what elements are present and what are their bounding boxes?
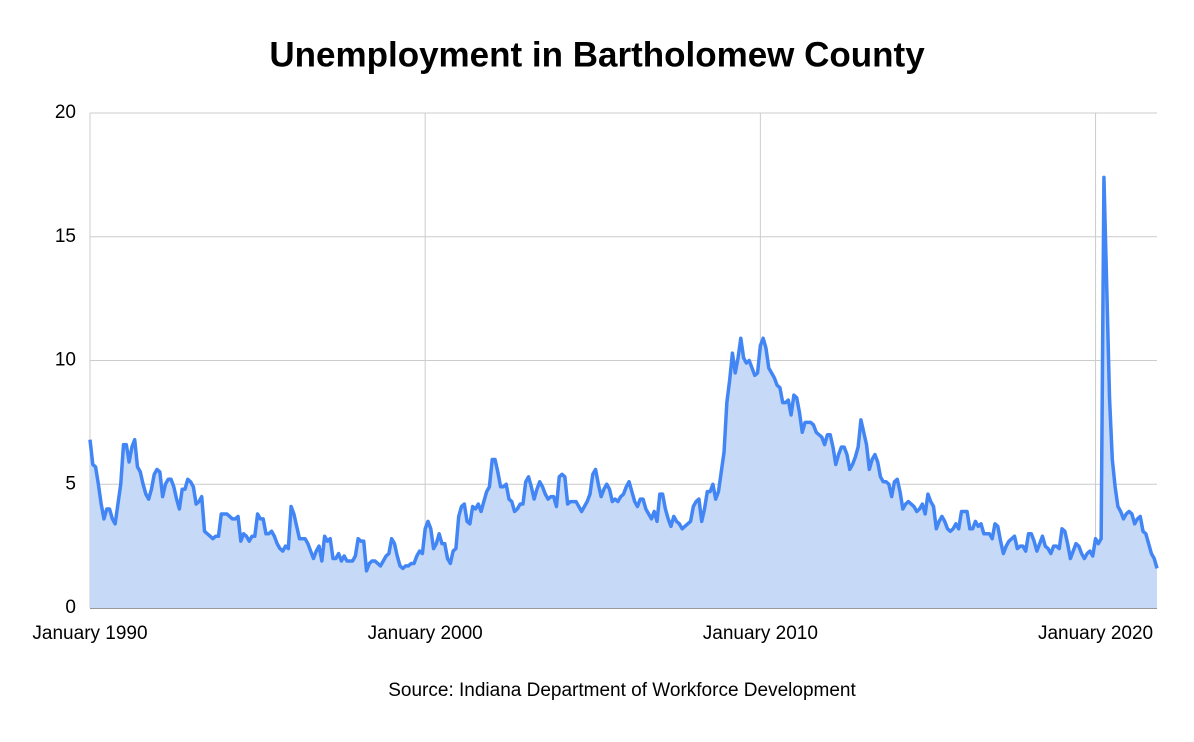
x-tick-label: January 1990 <box>32 623 147 644</box>
y-tick-label: 0 <box>65 597 76 618</box>
x-tick-label: January 2010 <box>703 623 818 644</box>
x-tick-label: January 2020 <box>1038 623 1153 644</box>
y-tick-label: 20 <box>55 102 76 123</box>
area <box>90 177 1157 608</box>
x-tick-label: January 2000 <box>368 623 483 644</box>
y-tick-label: 10 <box>55 350 76 371</box>
y-tick-label: 15 <box>55 226 76 247</box>
line <box>88 175 1159 573</box>
chart-title: Unemployment in Bartholomew County <box>269 35 925 74</box>
source-note: Source: Indiana Department of Workforce … <box>388 680 856 701</box>
y-tick-label: 5 <box>65 473 76 494</box>
